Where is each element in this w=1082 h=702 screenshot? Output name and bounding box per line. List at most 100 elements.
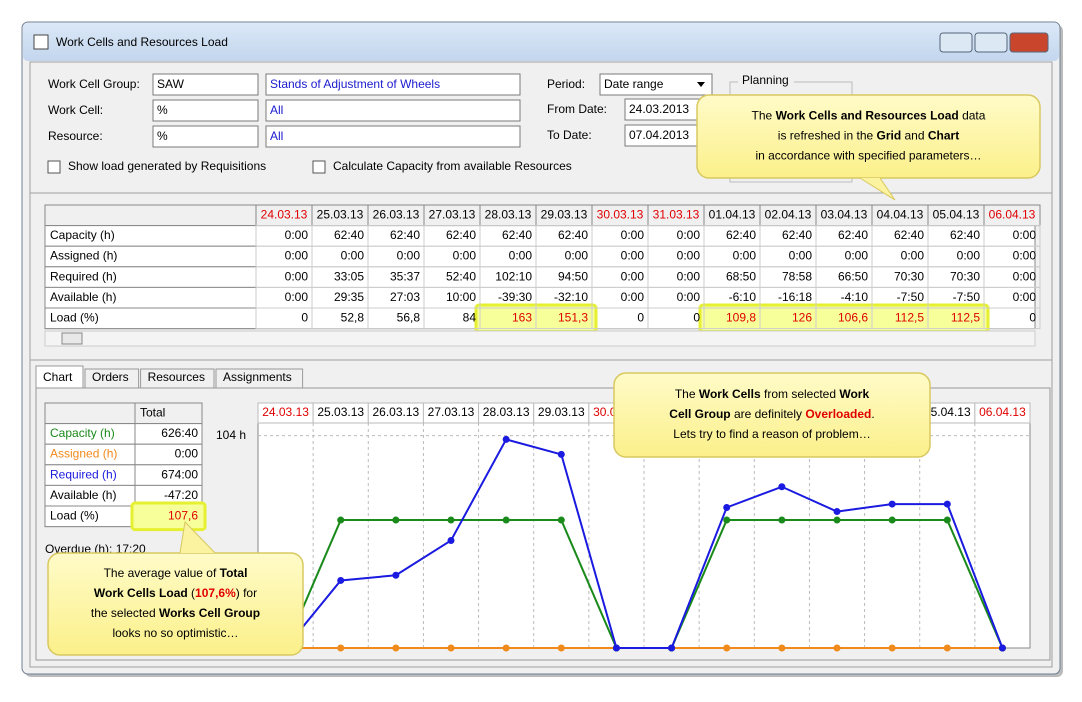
callout-line: The average value of Total [104,566,248,580]
grid-value: 112,5 [951,310,980,324]
callout-line: the selected Works Cell Group [91,606,260,620]
callout-run: is refreshed in the [778,129,877,143]
grid-corner [44,204,257,227]
callout-run: Work Cells [699,387,761,401]
code-input[interactable] [152,73,259,96]
description-input[interactable] [265,73,521,96]
callout-line: looks no so optimistic… [112,626,238,640]
code-input[interactable] [152,125,259,148]
grid-value: 84 [463,310,477,324]
description-value[interactable]: All [270,129,283,143]
grid-date: 05.04.13 [933,207,980,221]
to-value[interactable]: 07.04.2013 [629,128,689,142]
grid-value: 0:00 [1013,290,1037,304]
grid-value: 0:00 [285,290,309,304]
series-point [723,516,731,524]
code-value[interactable]: % [157,103,168,117]
callout-run: Total [220,566,248,580]
grid-row-label: Required (h) [50,269,117,283]
series-point [557,450,565,458]
series-point [943,644,951,652]
summary-value: 626:40 [161,426,198,440]
period-value[interactable]: Date range [604,77,664,91]
grid-row-label: Assigned (h) [50,249,117,263]
checkbox[interactable] [312,160,326,174]
description-input[interactable] [265,125,521,148]
description-value[interactable]: Stands of Adjustment of Wheels [270,77,440,91]
grid-date: 28.03.13 [485,207,532,221]
series-point [447,516,455,524]
callout-line: The Work Cells from selected Work [675,387,870,401]
series-point [447,536,455,544]
chart-date: 26.03.13 [372,405,419,419]
callout: The Work Cells from selected Work Cell Gr… [613,372,931,458]
chart-date: 06.04.13 [979,405,1026,419]
grid-value: 109,8 [726,310,756,324]
period-select[interactable] [599,73,713,96]
summary-label: Load (%) [50,508,99,522]
grid-value: 0:00 [677,269,701,283]
grid-date: 02.04.13 [765,207,812,221]
grid-date: 03.04.13 [821,207,868,221]
grid-date: 01.04.13 [709,207,756,221]
grid-value: 62:40 [334,228,364,242]
callout-line: Cell Group are definitely Overloaded. [669,407,874,421]
planning-bg [738,74,794,88]
series-point [833,644,841,652]
grid-value: 0:00 [509,249,533,263]
callout-run: Chart [928,129,959,143]
callout-run: the selected [91,606,159,620]
callout-tail [179,520,216,554]
grid-value: 0 [637,310,644,324]
tab-label[interactable]: Orders [92,370,129,384]
grid-value: 0:00 [901,249,925,263]
grid-value: 62:40 [950,228,980,242]
from-value[interactable]: 24.03.2013 [629,102,689,116]
checkbox[interactable] [47,160,61,174]
grid-value: 0:00 [621,290,645,304]
grid-value: 0:00 [621,249,645,263]
series-point [557,644,565,652]
window-button[interactable] [1009,32,1049,53]
dropdown-arrow [697,82,705,87]
series-point [778,483,786,491]
callout-run: Cell Group [669,407,730,421]
checkbox-label[interactable]: Show load generated by Requisitions [68,159,266,173]
grid-value: 151,3 [558,310,588,324]
field-label: Work Cell Group: [48,77,140,91]
grid-date: 26.03.13 [373,207,420,221]
window-icon [33,34,49,50]
tab-label[interactable]: Chart [43,370,73,384]
series-point [337,644,345,652]
code-value[interactable]: SAW [157,77,185,91]
callout-run: Work Cells Load [94,586,188,600]
grid-value: 35:37 [390,269,420,283]
description-value[interactable]: All [270,103,283,117]
tab-label[interactable]: Assignments [223,370,292,384]
tab-label[interactable]: Resources [148,370,205,384]
code-value[interactable]: % [157,129,168,143]
description-input[interactable] [265,99,521,122]
grid-row-label: Load (%) [50,310,99,324]
window-title: Work Cells and Resources Load [56,35,228,49]
series-point [943,500,951,508]
window-button[interactable] [939,32,973,53]
series-point [502,435,510,443]
checkbox-label[interactable]: Calculate Capacity from available Resour… [333,159,572,173]
grid-value: -32:10 [554,290,588,304]
series-point [998,644,1006,652]
grid-row-label: Available (h) [50,290,116,304]
grid-value: 0:00 [397,249,421,263]
grid-value: 0:00 [285,269,309,283]
callout-box [613,372,931,458]
code-input[interactable] [152,99,259,122]
grid-value: 163 [512,310,532,324]
series-point [392,516,400,524]
h-scrollbar [44,330,1036,347]
grid-value: 0:00 [285,228,309,242]
grid-value: 0:00 [1013,228,1037,242]
scroll-thumb[interactable] [61,332,83,345]
window-button[interactable] [974,32,1008,53]
callout-run: Overloaded [805,407,871,421]
